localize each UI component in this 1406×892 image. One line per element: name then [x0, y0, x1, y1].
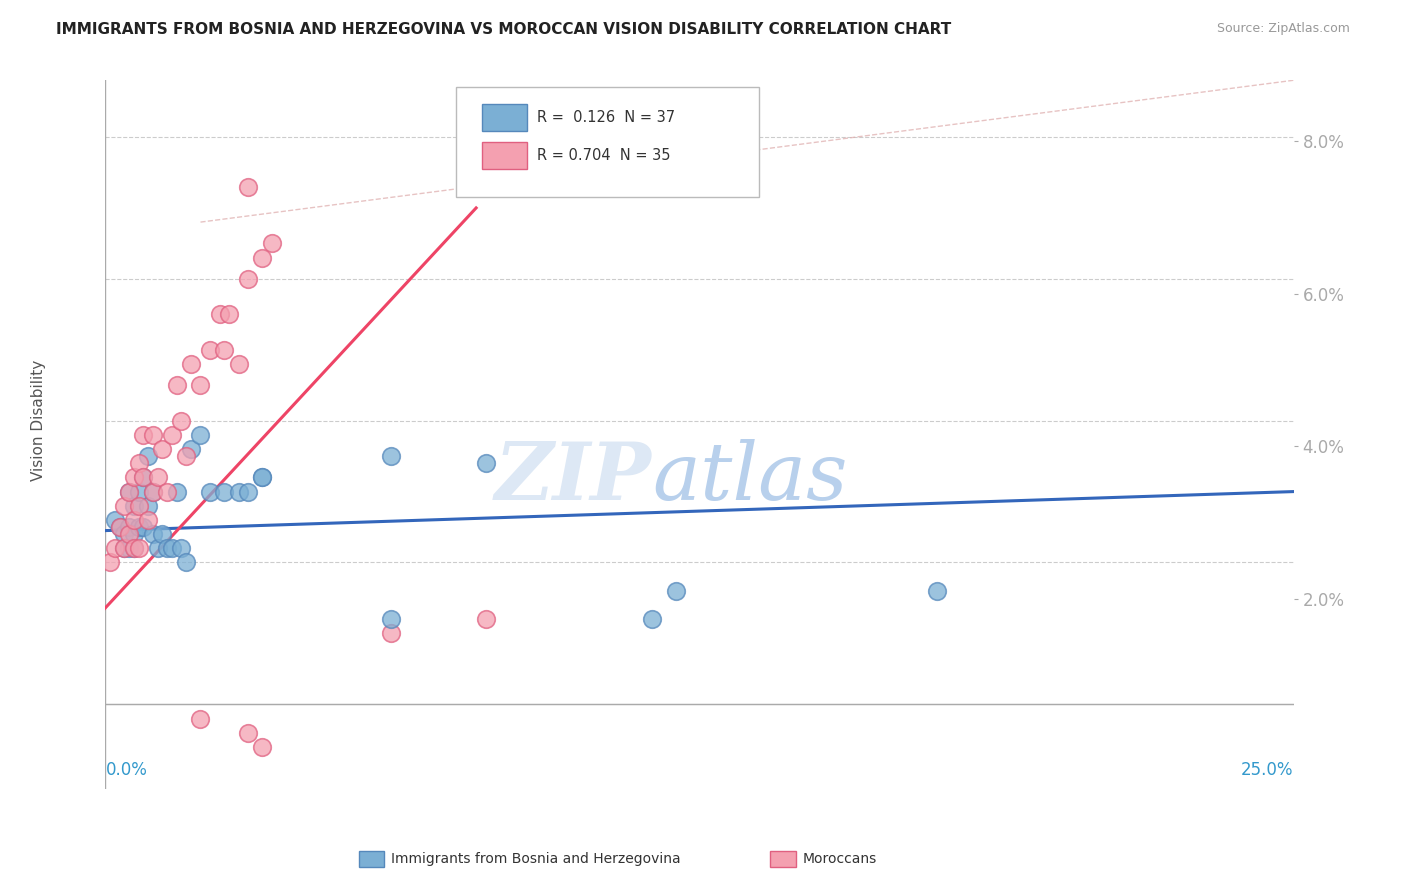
- Point: [190, 378, 212, 392]
- Text: ZIP: ZIP: [495, 439, 652, 516]
- Text: 0.0%: 0.0%: [105, 761, 148, 779]
- Point: [152, 527, 174, 541]
- Point: [252, 251, 274, 265]
- Text: Moroccans: Moroccans: [803, 852, 877, 866]
- Point: [122, 527, 145, 541]
- Point: [128, 456, 150, 470]
- Point: [136, 449, 159, 463]
- Point: [236, 484, 259, 499]
- Point: [128, 520, 150, 534]
- Point: [114, 541, 136, 556]
- Point: [98, 556, 121, 570]
- Point: [236, 725, 259, 739]
- FancyBboxPatch shape: [456, 87, 759, 197]
- Point: [474, 612, 496, 626]
- Point: [122, 541, 145, 556]
- Text: IMMIGRANTS FROM BOSNIA AND HERZEGOVINA VS MOROCCAN VISION DISABILITY CORRELATION: IMMIGRANTS FROM BOSNIA AND HERZEGOVINA V…: [56, 22, 952, 37]
- Point: [108, 520, 131, 534]
- Text: R = 0.704  N = 35: R = 0.704 N = 35: [537, 148, 671, 163]
- Point: [180, 357, 202, 371]
- Point: [170, 414, 193, 428]
- Point: [641, 612, 664, 626]
- Point: [474, 456, 496, 470]
- Point: [118, 520, 141, 534]
- Text: Vision Disability: Vision Disability: [31, 360, 46, 482]
- Point: [132, 520, 155, 534]
- Point: [208, 307, 231, 321]
- Point: [104, 541, 127, 556]
- Point: [218, 307, 240, 321]
- Point: [214, 343, 236, 357]
- Point: [118, 484, 141, 499]
- Point: [128, 484, 150, 499]
- Bar: [482, 142, 527, 169]
- Point: [122, 499, 145, 513]
- Point: [118, 484, 141, 499]
- Point: [114, 541, 136, 556]
- Point: [166, 378, 188, 392]
- Point: [118, 541, 141, 556]
- Point: [160, 428, 183, 442]
- Point: [174, 556, 197, 570]
- Text: Source: ZipAtlas.com: Source: ZipAtlas.com: [1216, 22, 1350, 36]
- Point: [190, 428, 212, 442]
- Point: [118, 527, 141, 541]
- Point: [142, 428, 165, 442]
- Point: [114, 527, 136, 541]
- Point: [180, 442, 202, 456]
- Point: [132, 470, 155, 484]
- Point: [132, 470, 155, 484]
- Point: [128, 541, 150, 556]
- Point: [122, 513, 145, 527]
- Point: [252, 739, 274, 754]
- Point: [156, 484, 179, 499]
- Point: [142, 527, 165, 541]
- Point: [160, 541, 183, 556]
- Point: [132, 428, 155, 442]
- Point: [236, 272, 259, 286]
- Point: [146, 470, 169, 484]
- Point: [380, 612, 402, 626]
- Point: [128, 499, 150, 513]
- Point: [925, 583, 948, 598]
- Point: [260, 236, 283, 251]
- Point: [228, 484, 250, 499]
- Point: [136, 499, 159, 513]
- Point: [136, 513, 159, 527]
- Point: [665, 583, 688, 598]
- Point: [114, 499, 136, 513]
- Bar: [482, 104, 527, 131]
- Text: Immigrants from Bosnia and Herzegovina: Immigrants from Bosnia and Herzegovina: [391, 852, 681, 866]
- Text: atlas: atlas: [652, 439, 848, 516]
- Point: [122, 541, 145, 556]
- Point: [108, 520, 131, 534]
- Point: [156, 541, 179, 556]
- Point: [152, 442, 174, 456]
- Point: [198, 484, 221, 499]
- Point: [198, 343, 221, 357]
- Point: [122, 470, 145, 484]
- Point: [380, 626, 402, 640]
- Point: [146, 541, 169, 556]
- Point: [228, 357, 250, 371]
- Point: [170, 541, 193, 556]
- Point: [380, 449, 402, 463]
- Text: R =  0.126  N = 37: R = 0.126 N = 37: [537, 111, 675, 126]
- Point: [142, 484, 165, 499]
- Point: [142, 484, 165, 499]
- Text: 25.0%: 25.0%: [1241, 761, 1294, 779]
- Point: [190, 712, 212, 726]
- Point: [166, 484, 188, 499]
- Point: [236, 179, 259, 194]
- Point: [252, 470, 274, 484]
- Point: [214, 484, 236, 499]
- Point: [104, 513, 127, 527]
- Point: [252, 470, 274, 484]
- Point: [174, 449, 197, 463]
